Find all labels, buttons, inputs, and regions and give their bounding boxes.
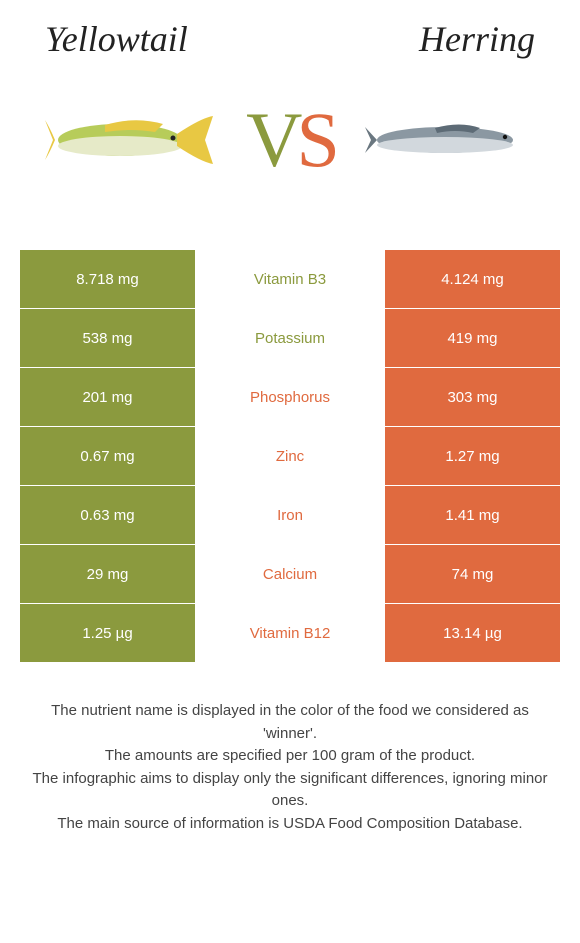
nutrient-row: 201 mgPhosphorus303 mg <box>20 368 560 426</box>
value-left: 201 mg <box>20 368 195 426</box>
nutrient-label: Zinc <box>195 427 385 485</box>
nutrient-row: 0.67 mgZinc1.27 mg <box>20 427 560 485</box>
header: Yellowtail Herring <box>0 0 580 70</box>
value-right: 303 mg <box>385 368 560 426</box>
nutrient-label: Vitamin B3 <box>195 250 385 308</box>
nutrient-row: 29 mgCalcium74 mg <box>20 545 560 603</box>
value-left: 29 mg <box>20 545 195 603</box>
vs-label: VS <box>246 95 334 185</box>
nutrient-label: Iron <box>195 486 385 544</box>
value-right: 4.124 mg <box>385 250 560 308</box>
footer-line-3: The infographic aims to display only the… <box>30 768 550 813</box>
value-left: 538 mg <box>20 309 195 367</box>
value-right: 74 mg <box>385 545 560 603</box>
herring-fish-image <box>360 90 540 190</box>
nutrient-row: 1.25 µgVitamin B1213.14 µg <box>20 604 560 662</box>
value-left: 0.67 mg <box>20 427 195 485</box>
vs-v: V <box>246 96 296 183</box>
nutrient-label: Calcium <box>195 545 385 603</box>
nutrient-row: 8.718 mgVitamin B34.124 mg <box>20 250 560 308</box>
nutrient-label: Potassium <box>195 309 385 367</box>
value-right: 419 mg <box>385 309 560 367</box>
value-left: 8.718 mg <box>20 250 195 308</box>
nutrient-row: 538 mgPotassium419 mg <box>20 309 560 367</box>
vs-s: S <box>296 96 333 183</box>
footer-text: The nutrient name is displayed in the co… <box>30 700 550 835</box>
value-right: 13.14 µg <box>385 604 560 662</box>
footer-line-1: The nutrient name is displayed in the co… <box>30 700 550 745</box>
footer-line-4: The main source of information is USDA F… <box>30 813 550 836</box>
nutrient-label: Vitamin B12 <box>195 604 385 662</box>
value-right: 1.27 mg <box>385 427 560 485</box>
footer-line-2: The amounts are specified per 100 gram o… <box>30 745 550 768</box>
value-right: 1.41 mg <box>385 486 560 544</box>
title-right: Herring <box>419 18 535 60</box>
title-left: Yellowtail <box>45 18 188 60</box>
images-row: VS <box>0 70 580 230</box>
value-left: 0.63 mg <box>20 486 195 544</box>
nutrient-row: 0.63 mgIron1.41 mg <box>20 486 560 544</box>
nutrient-table: 8.718 mgVitamin B34.124 mg538 mgPotassiu… <box>20 250 560 662</box>
nutrient-label: Phosphorus <box>195 368 385 426</box>
value-left: 1.25 µg <box>20 604 195 662</box>
yellowtail-fish-image <box>40 90 220 190</box>
